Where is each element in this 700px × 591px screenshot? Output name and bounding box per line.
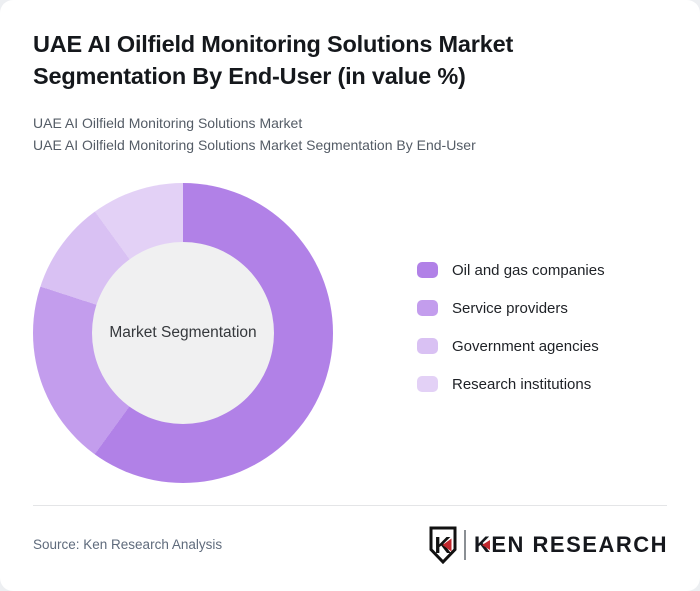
- logo-red-triangle: [442, 538, 452, 552]
- wordmark-red-triangle-icon: [482, 540, 491, 550]
- legend: Oil and gas companies Service providers Go…: [417, 262, 605, 414]
- legend-item[interactable]: Government agencies: [417, 337, 605, 355]
- legend-label: Oil and gas companies: [452, 261, 605, 279]
- donut-chart: Market Segmentation: [33, 183, 333, 483]
- legend-item[interactable]: Oil and gas companies: [417, 261, 605, 279]
- chart-subtitle: UAE AI Oilfield Monitoring Solutions Mar…: [33, 112, 653, 156]
- legend-label: Research institutions: [452, 375, 592, 393]
- subtitle-line-1: UAE AI Oilfield Monitoring Solutions Mar…: [33, 115, 303, 131]
- source-note: Source: Ken Research Analysis: [33, 537, 223, 552]
- legend-swatch: [417, 262, 438, 278]
- logo-shield-icon: K: [429, 526, 457, 564]
- legend-label: Government agencies: [452, 337, 599, 355]
- legend-swatch: [417, 338, 438, 354]
- legend-label: Service providers: [452, 299, 568, 317]
- legend-swatch: [417, 376, 438, 392]
- subtitle-line-2: UAE AI Oilfield Monitoring Solutions Mar…: [33, 137, 476, 154]
- ken-research-logo: K KEN RESEARCH: [428, 526, 668, 564]
- footer-divider: [33, 505, 667, 506]
- legend-item[interactable]: Service providers: [417, 299, 605, 317]
- logo-divider-bar: [463, 530, 466, 560]
- donut-center-label: Market Segmentation: [109, 324, 257, 341]
- page-title: UAE AI Oilfield Monitoring Solutions Mar…: [33, 31, 514, 90]
- legend-item[interactable]: Research institutions: [417, 375, 605, 393]
- donut-hole: Market Segmentation: [92, 242, 274, 424]
- logo-wordmark: K EN RESEARCH: [473, 532, 668, 557]
- legend-swatch: [417, 300, 438, 316]
